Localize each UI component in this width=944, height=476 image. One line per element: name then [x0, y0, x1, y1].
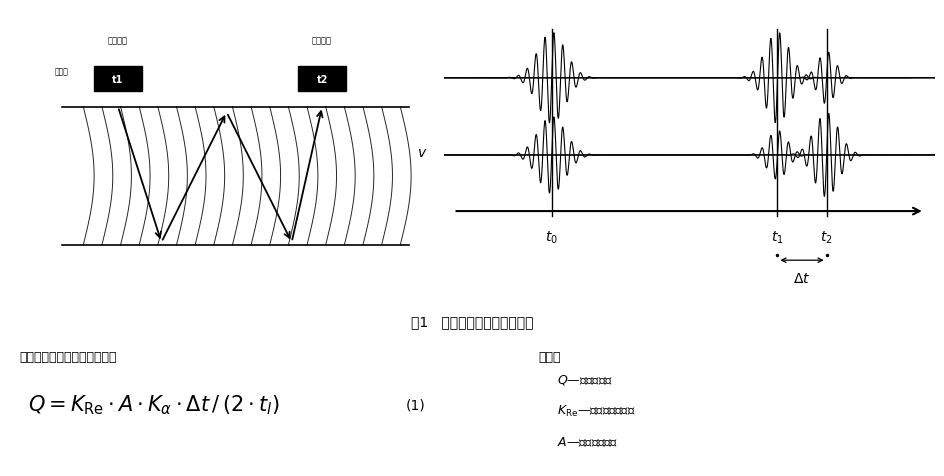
Text: $Q$—体积流量；: $Q$—体积流量；: [557, 372, 613, 386]
Text: 图1   超声波流量检测技术原理: 图1 超声波流量检测技术原理: [411, 314, 533, 328]
Text: 发射探头: 发射探头: [108, 37, 128, 46]
Text: 接收探头: 接收探头: [312, 37, 332, 46]
Text: $t_2$: $t_2$: [820, 229, 833, 246]
Text: $t_1$: $t_1$: [771, 229, 784, 246]
Text: 式中：: 式中：: [538, 350, 561, 363]
Text: t1: t1: [112, 75, 124, 85]
Text: $\Delta t$: $\Delta t$: [793, 271, 811, 285]
Bar: [94, 68, 142, 92]
Text: $K_{\rm Re}$—流体修正因子；: $K_{\rm Re}$—流体修正因子；: [557, 403, 635, 418]
Text: $t_0$: $t_0$: [546, 229, 558, 246]
Text: 介质体积流量的计算公式为：: 介质体积流量的计算公式为：: [19, 350, 116, 363]
Bar: [298, 68, 346, 92]
Text: 换能器: 换能器: [55, 67, 69, 76]
Text: t2: t2: [316, 75, 328, 85]
Text: $A$—流通截面积；: $A$—流通截面积；: [557, 435, 618, 448]
Text: $Q = K_{\rm Re} \cdot A \cdot K_{\alpha} \cdot \Delta t\,/\,(2 \cdot t_l)$: $Q = K_{\rm Re} \cdot A \cdot K_{\alpha}…: [28, 393, 280, 416]
Text: v: v: [418, 146, 426, 160]
Text: (1): (1): [406, 397, 425, 412]
